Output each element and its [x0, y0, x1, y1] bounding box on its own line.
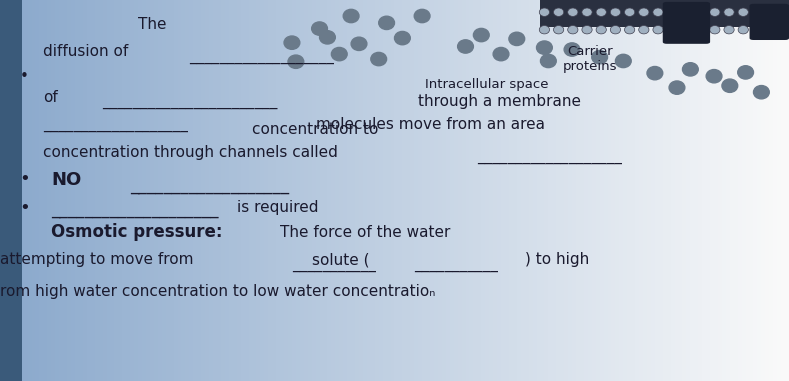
Ellipse shape	[379, 16, 394, 30]
Ellipse shape	[553, 8, 563, 16]
Text: NO: NO	[51, 171, 81, 189]
Text: ___________: ___________	[292, 257, 376, 272]
Ellipse shape	[710, 8, 720, 16]
Ellipse shape	[331, 48, 347, 61]
Bar	[540, 0, 789, 27]
Ellipse shape	[753, 8, 763, 16]
Ellipse shape	[567, 8, 578, 16]
Ellipse shape	[639, 26, 649, 34]
Ellipse shape	[738, 66, 753, 79]
Ellipse shape	[458, 40, 473, 53]
Ellipse shape	[681, 8, 691, 16]
Ellipse shape	[766, 8, 777, 16]
Text: Osmotic pressure:: Osmotic pressure:	[51, 223, 222, 242]
Text: Carrier
proteins: Carrier proteins	[563, 45, 618, 73]
Ellipse shape	[766, 26, 777, 34]
Ellipse shape	[653, 8, 663, 16]
Ellipse shape	[581, 8, 592, 16]
Ellipse shape	[553, 26, 563, 34]
Ellipse shape	[722, 79, 738, 93]
Ellipse shape	[611, 8, 621, 16]
Ellipse shape	[596, 26, 606, 34]
Ellipse shape	[647, 67, 663, 80]
Text: ____________________: ____________________	[51, 200, 219, 218]
FancyBboxPatch shape	[750, 4, 789, 40]
Text: rom high water concentration to low water concentratioₙ: rom high water concentration to low wate…	[0, 284, 436, 299]
Text: •: •	[20, 69, 28, 84]
Ellipse shape	[667, 8, 677, 16]
Ellipse shape	[611, 26, 621, 34]
Bar	[0, 0, 22, 381]
Ellipse shape	[539, 8, 549, 16]
Ellipse shape	[681, 26, 691, 34]
Ellipse shape	[537, 41, 552, 54]
Ellipse shape	[695, 26, 706, 34]
Ellipse shape	[781, 8, 789, 16]
Text: •: •	[20, 170, 31, 188]
Ellipse shape	[540, 54, 556, 68]
Text: ___________________: ___________________	[130, 176, 290, 194]
Text: molecules move from an area: molecules move from an area	[316, 117, 544, 133]
Text: ___________: ___________	[414, 257, 498, 272]
Text: ___________________: ___________________	[477, 149, 623, 165]
Ellipse shape	[564, 43, 580, 56]
Ellipse shape	[667, 26, 677, 34]
Ellipse shape	[581, 26, 592, 34]
Text: The force of the water: The force of the water	[280, 225, 451, 240]
Text: diffusion of: diffusion of	[43, 44, 129, 59]
Ellipse shape	[695, 8, 706, 16]
Ellipse shape	[509, 32, 525, 46]
Text: concentration through channels called: concentration through channels called	[43, 145, 338, 160]
Ellipse shape	[414, 10, 430, 23]
Ellipse shape	[625, 8, 635, 16]
Text: through a membrane: through a membrane	[418, 94, 581, 109]
Ellipse shape	[312, 22, 327, 35]
Ellipse shape	[724, 8, 735, 16]
Ellipse shape	[539, 26, 549, 34]
Text: attempting to move from: attempting to move from	[0, 252, 193, 267]
Ellipse shape	[493, 48, 509, 61]
Text: •: •	[20, 199, 31, 217]
Ellipse shape	[639, 8, 649, 16]
Ellipse shape	[596, 8, 606, 16]
Text: ) to high: ) to high	[525, 252, 589, 267]
Text: solute (: solute (	[312, 252, 369, 267]
FancyBboxPatch shape	[663, 2, 710, 44]
Ellipse shape	[394, 32, 410, 45]
Ellipse shape	[320, 30, 335, 44]
Ellipse shape	[753, 26, 763, 34]
Ellipse shape	[592, 51, 608, 64]
Ellipse shape	[288, 55, 304, 69]
Ellipse shape	[284, 36, 300, 50]
Ellipse shape	[710, 26, 720, 34]
Text: of: of	[43, 90, 58, 105]
Text: ___________________: ___________________	[43, 117, 189, 133]
Text: _______________________: _______________________	[103, 94, 278, 109]
Ellipse shape	[371, 53, 387, 66]
Ellipse shape	[724, 26, 735, 34]
Ellipse shape	[753, 85, 769, 99]
Text: is required: is required	[237, 200, 318, 215]
Text: Intracellular space: Intracellular space	[425, 78, 548, 91]
Ellipse shape	[739, 8, 749, 16]
Ellipse shape	[351, 37, 367, 51]
Ellipse shape	[343, 10, 359, 23]
Ellipse shape	[567, 26, 578, 34]
Text: concentration to: concentration to	[252, 122, 379, 137]
Ellipse shape	[739, 26, 749, 34]
Ellipse shape	[682, 63, 698, 76]
Ellipse shape	[473, 29, 489, 42]
Ellipse shape	[706, 70, 722, 83]
Text: The: The	[138, 17, 166, 32]
Ellipse shape	[669, 81, 685, 94]
Ellipse shape	[615, 54, 631, 68]
Ellipse shape	[625, 26, 635, 34]
Ellipse shape	[781, 26, 789, 34]
Ellipse shape	[653, 26, 663, 34]
Text: ___________________: ___________________	[189, 48, 335, 64]
